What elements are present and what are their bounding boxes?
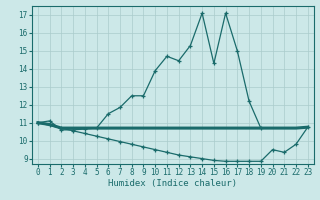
X-axis label: Humidex (Indice chaleur): Humidex (Indice chaleur) <box>108 179 237 188</box>
